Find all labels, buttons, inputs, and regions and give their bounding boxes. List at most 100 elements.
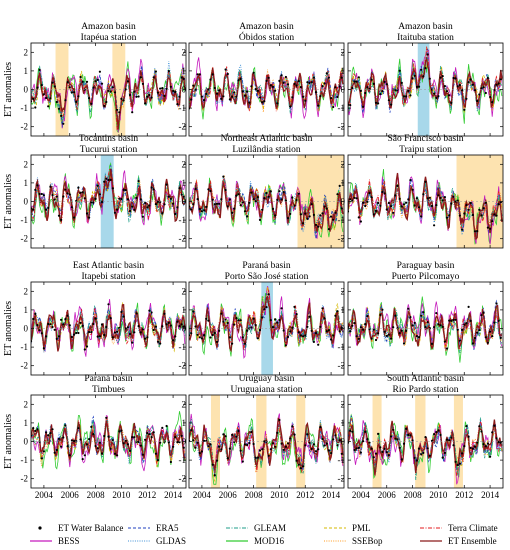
series-point <box>182 195 185 198</box>
y-tick-label: -1 <box>21 455 29 465</box>
series-point <box>116 330 119 333</box>
y-tick-label: 0 <box>24 85 29 95</box>
series-point <box>383 80 386 83</box>
series-point <box>374 452 378 455</box>
series-point <box>228 198 231 201</box>
y-axis-label: ET anomalies <box>3 62 14 117</box>
series-point <box>94 444 97 448</box>
series-point <box>304 334 307 337</box>
series-point <box>190 98 193 101</box>
series-point <box>213 86 216 90</box>
series-point <box>218 445 221 448</box>
y-tick-label: -1 <box>179 215 187 225</box>
series-point <box>441 75 444 78</box>
series-point <box>323 82 326 85</box>
y-axis-label: ET anomalies <box>3 301 14 356</box>
series-point <box>489 95 492 99</box>
series-point <box>304 99 307 102</box>
series-point <box>226 205 229 208</box>
series-point <box>137 95 140 98</box>
series-point <box>400 329 403 332</box>
series-point <box>486 442 489 445</box>
series-point <box>254 200 257 203</box>
y-tick-label: 0 <box>341 85 346 95</box>
series-point <box>109 447 112 450</box>
series-point <box>198 336 201 339</box>
series-point <box>312 213 315 216</box>
panel-title-station: Itaituba station <box>397 33 454 43</box>
series-point <box>338 439 341 442</box>
series-point <box>228 336 231 339</box>
series-point <box>394 89 397 92</box>
legend-item: BESS <box>30 536 80 546</box>
series-point <box>353 80 356 83</box>
series-point <box>433 326 436 329</box>
series-point <box>79 438 82 441</box>
series-point <box>332 218 335 221</box>
y-tick-label: -1 <box>21 342 29 352</box>
series-point <box>467 208 470 211</box>
series-point <box>409 94 412 97</box>
series-point <box>111 86 114 89</box>
series-point <box>128 332 132 336</box>
series-point <box>85 443 89 446</box>
series-point <box>336 193 339 196</box>
series-point <box>220 448 223 451</box>
series-point <box>258 449 262 452</box>
series-point <box>478 425 481 428</box>
series-point <box>374 209 378 212</box>
panel-title-basin: Amazon basin <box>81 22 136 32</box>
series-point <box>116 454 119 457</box>
series-point <box>261 448 264 451</box>
series-point <box>83 454 86 457</box>
series-point <box>218 202 221 205</box>
series-point <box>471 213 474 217</box>
series-point <box>241 460 244 463</box>
series-point <box>491 101 494 104</box>
series-point <box>165 323 168 326</box>
series-point <box>120 197 123 201</box>
y-tick-label: 1 <box>182 178 187 188</box>
series-point <box>420 215 423 218</box>
series-point <box>152 188 155 191</box>
series-point <box>139 76 142 79</box>
series-point <box>51 81 54 84</box>
series-point <box>250 430 253 434</box>
series-line <box>31 58 186 133</box>
series-point <box>265 306 268 309</box>
series-point <box>144 337 147 340</box>
series-point <box>77 427 80 430</box>
series-point <box>276 431 279 434</box>
series-point <box>81 80 84 83</box>
series-point <box>131 436 134 439</box>
series-point <box>103 180 106 183</box>
series-point <box>327 329 330 332</box>
series-point <box>338 330 341 333</box>
series-point <box>144 201 147 205</box>
series-point <box>319 95 322 98</box>
series-point <box>137 180 140 183</box>
y-tick-label: 0 <box>24 324 29 334</box>
series-point <box>51 193 54 197</box>
series-point <box>274 89 277 92</box>
series-point <box>394 194 397 197</box>
y-tick-label: -1 <box>179 342 187 352</box>
series-point <box>60 318 63 321</box>
series-point <box>330 215 333 218</box>
series-point <box>495 214 498 217</box>
legend-item: GLEAM <box>226 523 286 533</box>
legend-item: ERA5 <box>128 523 179 533</box>
y-tick-label: -1 <box>338 103 346 113</box>
series-point <box>34 106 37 109</box>
series-point <box>246 90 249 93</box>
series-point <box>62 195 65 198</box>
series-point <box>224 68 227 71</box>
series-point <box>327 76 330 79</box>
series-point <box>169 460 172 464</box>
series-point <box>439 433 442 437</box>
series-point <box>417 336 421 339</box>
series-point <box>319 325 322 328</box>
panel-title-basin: Paraná basin <box>84 374 133 384</box>
series-point <box>299 334 302 337</box>
series-point <box>280 74 283 77</box>
